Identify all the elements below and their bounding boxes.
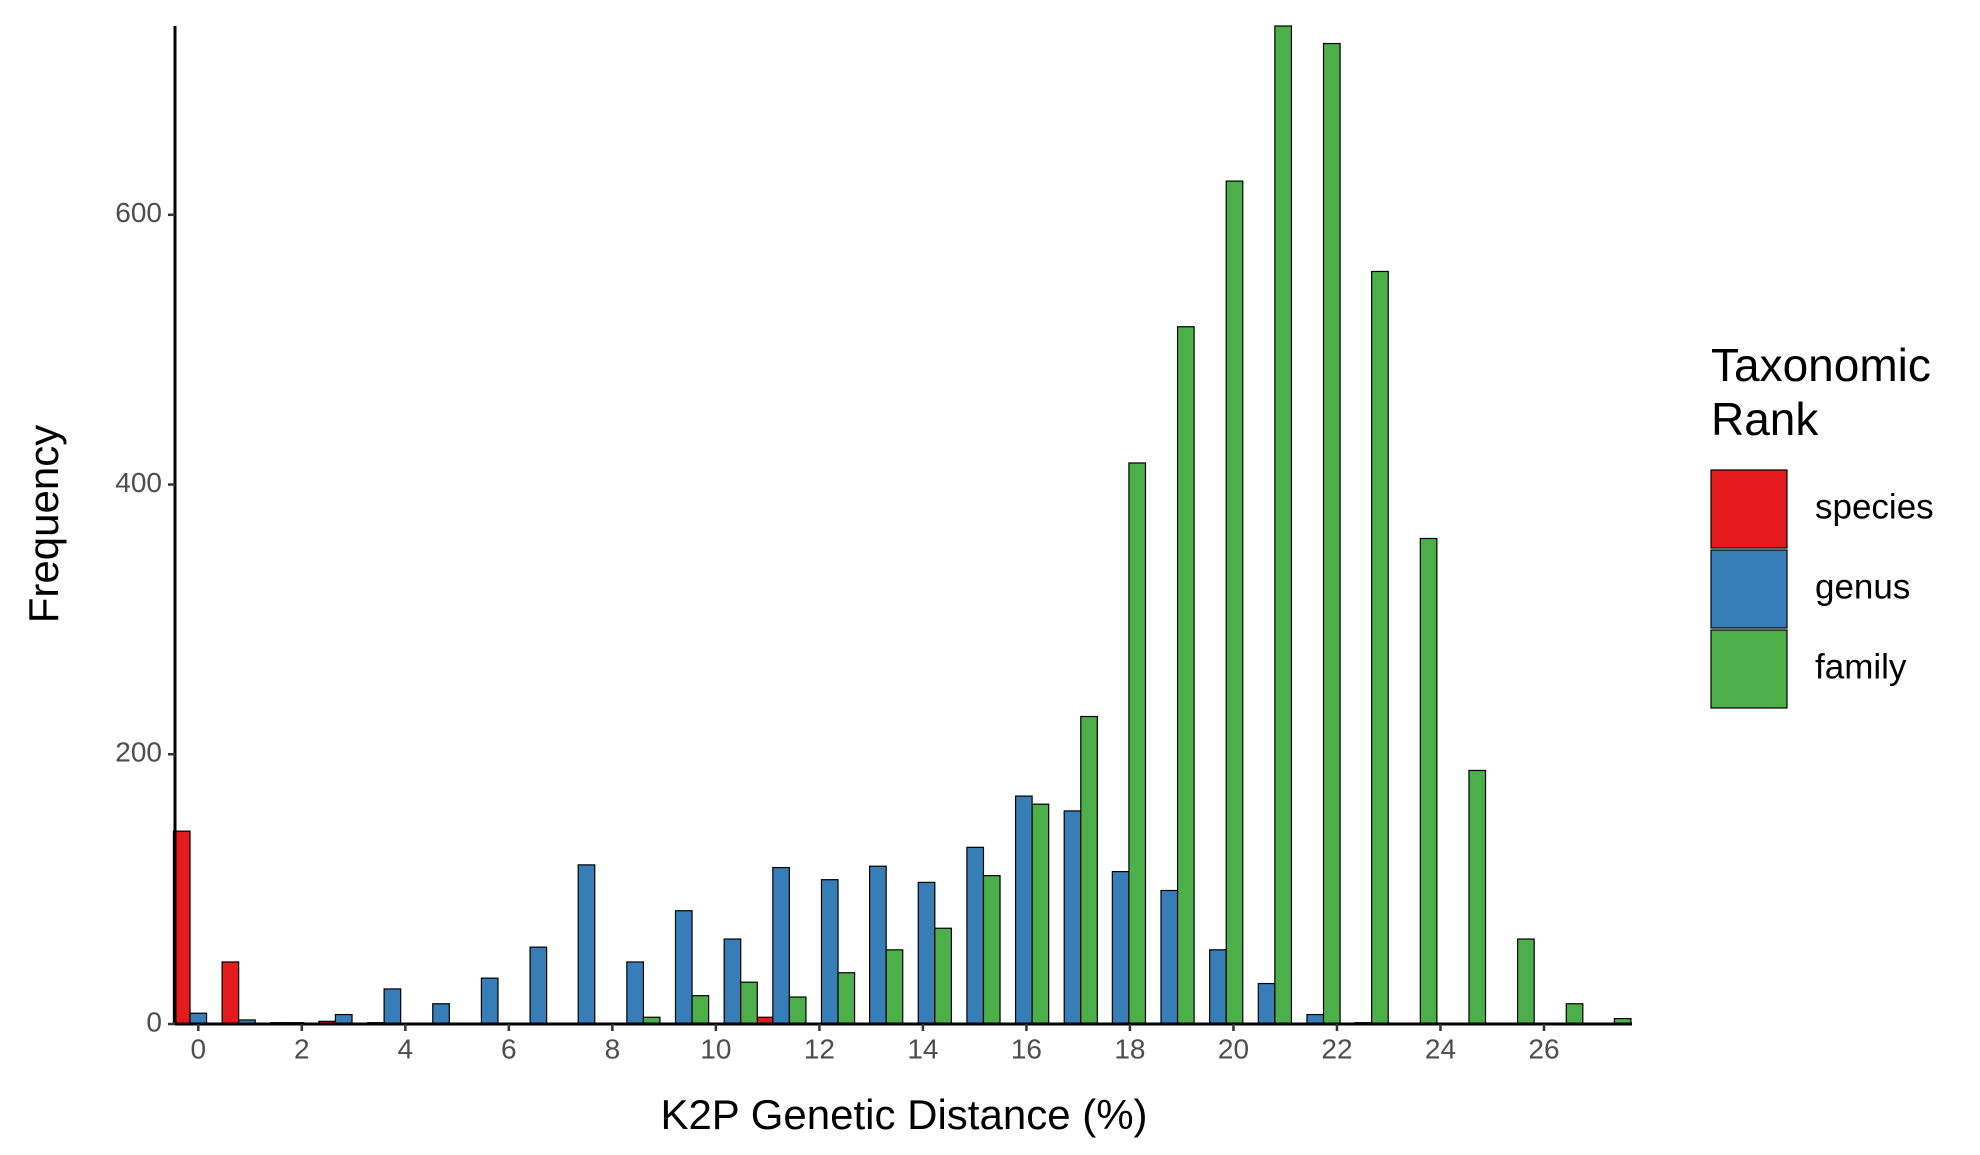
x-tick-label: 8 [605,1033,621,1064]
bar [1322,42,1341,1025]
bar [1176,326,1195,1025]
bar [1517,938,1535,1025]
bar [723,938,742,1025]
bar [1371,270,1389,1025]
bar [432,1003,450,1025]
x-tick-label: 14 [907,1033,938,1064]
bar [917,881,936,1025]
bar [1014,795,1033,1025]
y-tick-label: 600 [115,197,162,228]
bar [1419,537,1438,1025]
bar [1128,462,1147,1025]
bar [885,949,904,1025]
bar [480,977,499,1025]
y-axis-title: Frequency [20,425,67,623]
y-tick-label: 200 [115,737,162,768]
bar [788,996,807,1025]
x-tick-label: 10 [700,1033,731,1064]
bar [1274,25,1293,1025]
x-tick-label: 12 [804,1033,835,1064]
x-tick-label: 18 [1114,1033,1145,1064]
y-tick-label: 0 [146,1006,162,1037]
bar [383,988,402,1025]
bar [691,995,710,1025]
legend-title: Taxonomic Rank [1711,339,1931,445]
y-tick-label: 400 [115,467,162,498]
bar [837,972,856,1025]
x-tick-label: 16 [1011,1033,1042,1064]
x-tick-label: 2 [294,1033,310,1064]
x-tick-label: 0 [191,1033,207,1064]
bar [1111,871,1130,1025]
bar [1209,949,1227,1025]
bar [1080,715,1098,1025]
bar [189,1012,208,1025]
bar [1225,180,1244,1025]
bar [1063,810,1082,1025]
legend-key [1710,629,1788,709]
x-tick-label: 20 [1218,1033,1249,1064]
bar [626,961,645,1025]
bar [772,866,790,1025]
bar [529,946,548,1025]
x-axis-title: K2P Genetic Distance (%) [660,1091,1147,1138]
x-tick-label: 4 [398,1033,414,1064]
legend-label: species [1815,487,1934,526]
bar [1031,803,1050,1025]
legend-label: genus [1815,567,1910,606]
bar [934,927,952,1025]
x-tick-label: 26 [1528,1033,1559,1064]
x-tick-label: 24 [1425,1033,1456,1064]
bar [1468,769,1487,1025]
bar [221,961,240,1025]
legend-label: family [1815,647,1907,686]
bar [674,910,693,1025]
bar [966,846,985,1025]
x-tick-label: 22 [1321,1033,1352,1064]
bar [577,864,596,1025]
bar [868,865,887,1025]
x-tick-label: 6 [501,1033,517,1064]
legend-key [1710,469,1788,549]
bar [1565,1003,1584,1025]
bar [740,981,758,1025]
bar [1257,982,1276,1025]
legend-key [1710,549,1788,629]
bar [1160,889,1179,1025]
bar [820,879,839,1025]
bar [982,875,1001,1025]
